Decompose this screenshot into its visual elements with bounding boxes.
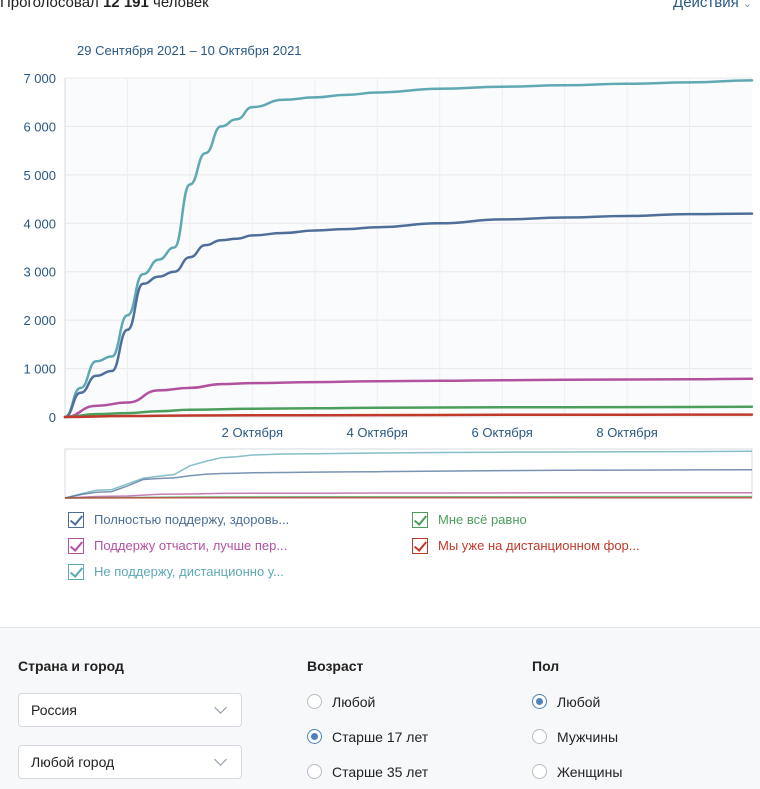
y-tick-label: 1 000	[23, 362, 56, 377]
y-tick-label: 0	[49, 410, 56, 425]
x-tick-label: 2 Октября	[222, 425, 283, 440]
x-tick-label: 4 Октября	[347, 425, 408, 440]
voted-count-text: Проголосовал 12 191 человек	[0, 0, 209, 11]
legend-item-dont-care[interactable]: Мне всё равно	[412, 512, 527, 528]
navigator-frame	[65, 449, 752, 498]
age-option-over-17[interactable]: Старше 17 лет	[307, 729, 428, 745]
location-filter-title: Страна и город	[18, 658, 124, 674]
y-tick-label: 7 000	[23, 71, 56, 86]
x-tick-label: 6 Октября	[472, 425, 533, 440]
radio-selected-icon	[307, 729, 322, 744]
voted-count: 12 191	[103, 0, 149, 11]
city-select[interactable]: Любой город	[18, 745, 242, 779]
y-tick-label: 4 000	[23, 216, 56, 231]
results-chart: 0 1 000 2 000 3 000 4 000 5 000 6 000 7 000 2 Ок…	[0, 60, 760, 500]
chevron-down-icon: ⌄	[743, 0, 752, 10]
chevron-down-icon	[214, 753, 227, 766]
radio-icon	[532, 729, 547, 744]
chart-legend: Полностью поддержу, здоровь... Мне всё р…	[0, 506, 760, 586]
y-tick-label: 3 000	[23, 265, 56, 280]
age-option-any[interactable]: Любой	[307, 694, 375, 710]
checkbox-icon	[68, 538, 84, 554]
checkbox-icon	[412, 512, 428, 528]
radio-selected-icon	[532, 694, 547, 709]
checkbox-icon	[68, 512, 84, 528]
legend-item-partial-support[interactable]: Поддержу отчасти, лучше пер...	[68, 538, 287, 554]
sex-option-any[interactable]: Любой	[532, 694, 600, 710]
country-select[interactable]: Россия	[18, 693, 242, 727]
legend-item-already-remote[interactable]: Мы уже на дистанционном фор...	[412, 538, 640, 554]
radio-icon	[307, 694, 322, 709]
poll-header: Проголосовал 12 191 человек Действия⌄	[0, 0, 760, 22]
actions-button[interactable]: Действия⌄	[673, 0, 752, 11]
legend-item-no-support[interactable]: Не поддержу, дистанционно у...	[68, 564, 284, 580]
checkbox-icon	[412, 538, 428, 554]
age-option-over-35[interactable]: Старше 35 лет	[307, 764, 428, 780]
checkbox-icon	[68, 564, 84, 580]
sex-option-female[interactable]: Женщины	[532, 764, 622, 780]
chevron-down-icon	[214, 701, 227, 714]
radio-icon	[307, 764, 322, 779]
filters-panel: Страна и город Россия Любой город Возрас…	[0, 627, 760, 789]
radio-icon	[532, 764, 547, 779]
legend-item-full-support[interactable]: Полностью поддержу, здоровь...	[68, 512, 289, 528]
y-tick-label: 2 000	[23, 313, 56, 328]
date-range-link[interactable]: 29 Сентября 2021 – 10 Октября 2021	[77, 43, 302, 58]
plot-area	[65, 78, 752, 417]
y-tick-label: 5 000	[23, 168, 56, 183]
age-filter-title: Возраст	[307, 658, 363, 674]
sex-option-male[interactable]: Мужчины	[532, 729, 618, 745]
sex-filter-title: Пол	[532, 658, 559, 674]
x-tick-label: 8 Октября	[596, 425, 657, 440]
y-tick-label: 6 000	[23, 119, 56, 134]
